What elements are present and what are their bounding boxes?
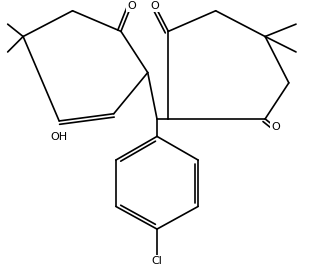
Text: OH: OH (51, 132, 68, 143)
Text: Cl: Cl (152, 256, 162, 266)
Text: O: O (127, 1, 136, 11)
Text: O: O (151, 1, 159, 11)
Text: O: O (271, 122, 280, 132)
